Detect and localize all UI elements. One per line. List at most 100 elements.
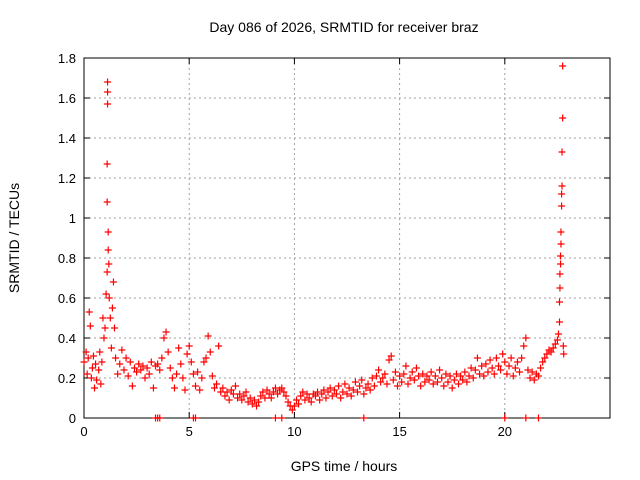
data-point [316, 396, 324, 404]
data-point [520, 342, 528, 350]
data-point [126, 358, 134, 366]
data-point [457, 372, 465, 380]
data-point [559, 342, 567, 350]
data-point [368, 374, 376, 382]
data-point [278, 414, 286, 422]
data-point [187, 358, 195, 366]
y-tick-label: 0.2 [58, 371, 76, 386]
data-point [301, 396, 309, 404]
data-point [360, 390, 368, 398]
data-point [320, 386, 328, 394]
data-point [406, 374, 414, 382]
data-point [288, 406, 296, 414]
data-point [393, 382, 401, 390]
data-point [255, 398, 263, 406]
data-point [84, 354, 92, 362]
data-point [440, 382, 448, 390]
data-point [103, 268, 111, 276]
data-point [354, 388, 362, 396]
data-point [104, 78, 112, 86]
data-point [389, 376, 397, 384]
data-point [83, 370, 91, 378]
data-point [225, 396, 233, 404]
data-point [459, 376, 467, 384]
data-point [522, 334, 530, 342]
data-point [383, 380, 391, 388]
data-point [253, 402, 261, 410]
data-point [364, 380, 372, 388]
data-point [204, 332, 212, 340]
data-point [461, 368, 469, 376]
data-point [238, 396, 246, 404]
data-point [91, 384, 99, 392]
data-point [396, 372, 404, 380]
data-point [97, 380, 105, 388]
data-point [412, 364, 420, 372]
data-point [559, 114, 567, 122]
data-point [166, 364, 174, 372]
data-point [215, 342, 223, 350]
data-point [385, 356, 393, 364]
data-point [274, 390, 282, 398]
data-point [162, 328, 170, 336]
data-point [524, 366, 532, 374]
data-point [206, 348, 214, 356]
data-point [558, 202, 566, 210]
y-tick-label: 1.4 [58, 131, 76, 146]
data-point [431, 372, 439, 380]
data-point [227, 386, 235, 394]
data-point [526, 374, 534, 382]
data-point [556, 318, 564, 326]
data-point [539, 358, 547, 366]
x-tick-label: 20 [498, 424, 512, 439]
data-point [257, 392, 265, 400]
data-point [522, 414, 530, 422]
data-point [93, 376, 101, 384]
data-point [556, 284, 564, 292]
data-point [541, 354, 549, 362]
data-point [425, 376, 433, 384]
data-point [558, 190, 566, 198]
data-point [261, 394, 269, 402]
data-point [476, 370, 484, 378]
data-point [528, 368, 536, 376]
data-point [375, 366, 383, 374]
data-point [553, 336, 561, 344]
data-point [118, 346, 126, 354]
data-point [223, 388, 231, 396]
x-tick-label: 5 [186, 424, 193, 439]
y-tick-label: 0.4 [58, 331, 76, 346]
data-point [231, 382, 239, 390]
grid-lines [84, 58, 610, 418]
data-point [554, 330, 562, 338]
data-point [400, 370, 408, 378]
data-point [471, 366, 479, 374]
data-point [95, 366, 103, 374]
data-point [324, 388, 332, 396]
data-point [556, 298, 564, 306]
data-point [280, 388, 288, 396]
data-point [240, 392, 248, 400]
data-point [104, 246, 112, 254]
data-point [80, 358, 88, 366]
data-point [114, 370, 122, 378]
data-point [124, 372, 132, 380]
data-point [480, 372, 488, 380]
data-point [362, 384, 370, 392]
data-point [133, 368, 141, 376]
data-point [337, 394, 345, 402]
data-point [248, 400, 256, 408]
data-point [494, 362, 502, 370]
data-point [513, 358, 521, 366]
plot-frame [83, 57, 611, 419]
data-point [101, 324, 109, 332]
data-point [105, 260, 113, 268]
data-point [135, 360, 143, 368]
data-point [377, 378, 385, 386]
data-point [511, 364, 519, 372]
data-point [229, 390, 237, 398]
x-tick-label: 0 [80, 424, 87, 439]
data-point [295, 400, 303, 408]
data-point [360, 414, 368, 422]
data-point [307, 398, 315, 406]
